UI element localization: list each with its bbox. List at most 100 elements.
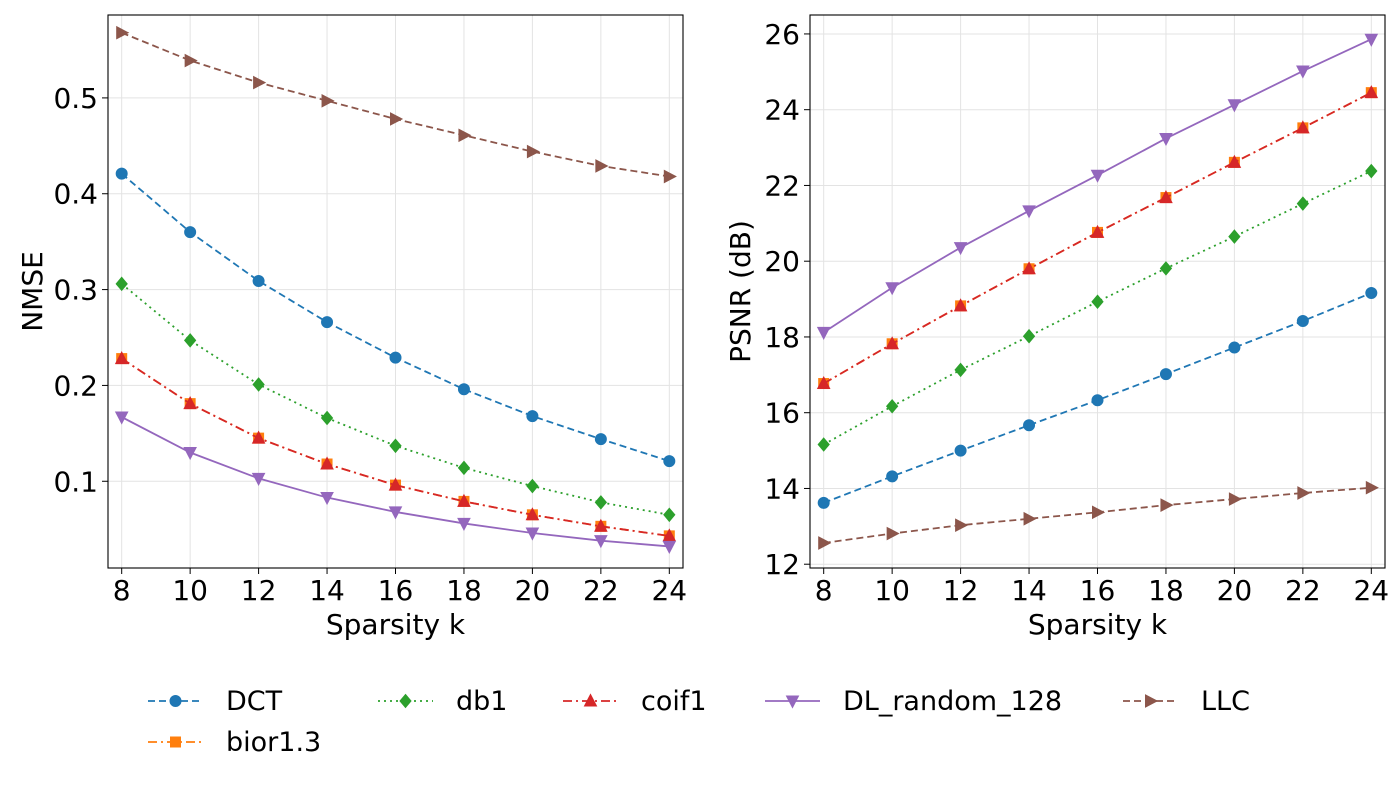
legend-label-bior1-3: bior1.3 <box>226 727 321 758</box>
legend-marker-coif1 <box>583 693 598 707</box>
psnr-point-llc <box>1365 480 1379 495</box>
nmse-point-db1 <box>526 478 539 494</box>
nmse-point-llc <box>321 93 335 108</box>
psnr-point-coif1 <box>1364 85 1379 99</box>
nmse-point-dl-random-128 <box>662 540 677 555</box>
legend-marker-db1 <box>399 693 412 709</box>
nmse-series-coif1 <box>114 351 677 542</box>
nmse-point-coif1 <box>594 518 608 532</box>
psnr-point-llc <box>955 518 969 533</box>
psnr-point-dl-random-128 <box>1227 99 1242 113</box>
legend-item-db1: db1 <box>378 686 507 717</box>
psnr-point-db1 <box>885 398 899 414</box>
psnr-point-llc <box>1297 486 1311 500</box>
psnr-y-tick-label: 22 <box>764 169 800 202</box>
psnr-y-tick-label: 14 <box>764 472 800 505</box>
psnr-point-db1 <box>1228 229 1241 244</box>
nmse-point-coif1 <box>388 477 403 491</box>
psnr-point-coif1 <box>1090 224 1105 238</box>
nmse-point-llc <box>663 169 677 184</box>
psnr-point-db1 <box>1022 328 1036 344</box>
legend-label-coif1: coif1 <box>641 686 707 717</box>
legend-marker-bior1-3 <box>170 736 181 748</box>
legend-label-llc: LLC <box>1201 686 1250 717</box>
nmse-point-coif1 <box>457 493 471 507</box>
psnr-point-db1 <box>817 437 830 452</box>
nmse-y-axis-label: NMSE <box>16 251 49 332</box>
psnr-point-llc <box>1228 492 1242 506</box>
nmse-x-tick-label: 24 <box>651 574 687 607</box>
psnr-point-db1 <box>1091 294 1104 310</box>
psnr-grid <box>810 15 1385 568</box>
nmse-point-llc <box>526 144 540 159</box>
nmse-point-db1 <box>457 460 471 476</box>
nmse-x-tick-label: 8 <box>113 574 131 607</box>
psnr-point-dl-random-128 <box>1022 205 1036 219</box>
psnr-point-llc <box>1023 511 1037 526</box>
nmse-series-db1 <box>115 276 676 523</box>
psnr-series-llc <box>818 480 1379 550</box>
nmse-x-tick-label: 18 <box>446 574 482 607</box>
psnr-point-dl-random-128 <box>816 326 831 340</box>
nmse-y-tick-label: 0.4 <box>53 178 98 211</box>
nmse-x-tick-label: 14 <box>309 574 345 607</box>
nmse-point-llc <box>116 25 130 40</box>
nmse-point-db1 <box>252 377 265 392</box>
nmse-point-dct <box>389 351 402 364</box>
psnr-point-dct <box>1228 341 1241 354</box>
legend: DCT db1 coif1 DL_random_128 LLC bior1.3 <box>148 686 1250 758</box>
psnr-series-db1 <box>817 163 1378 452</box>
nmse-y-tick-label: 0.2 <box>53 369 98 402</box>
psnr-point-dct <box>1091 394 1104 407</box>
nmse-point-dct <box>252 274 265 287</box>
nmse-point-dl-random-128 <box>320 492 334 506</box>
nmse-point-dct <box>115 167 128 180</box>
nmse-point-dct <box>663 455 676 468</box>
psnr-y-tick-label: 16 <box>764 397 800 430</box>
legend-item-coif1: coif1 <box>563 686 707 717</box>
legend-label-dct: DCT <box>226 686 283 717</box>
psnr-point-dl-random-128 <box>1159 132 1173 147</box>
psnr-point-dct <box>954 444 967 457</box>
nmse-point-db1 <box>115 276 128 292</box>
legend-marker-dct <box>169 695 182 707</box>
psnr-point-coif1 <box>953 298 968 312</box>
psnr-y-axis-label: PSNR (dB) <box>724 220 757 363</box>
psnr-y-tick-label: 20 <box>764 245 800 278</box>
psnr-point-dl-random-128 <box>885 282 899 296</box>
nmse-point-dl-random-128 <box>594 535 608 549</box>
psnr-point-dct <box>1365 287 1378 300</box>
psnr-point-dct <box>817 496 830 509</box>
psnr-point-coif1 <box>816 375 831 390</box>
nmse-x-tick-label: 10 <box>172 574 208 607</box>
nmse-point-db1 <box>663 507 676 523</box>
nmse-point-llc <box>184 53 198 68</box>
nmse-x-axis-label: Sparsity k <box>326 608 466 641</box>
nmse-point-coif1 <box>183 396 197 410</box>
psnr-point-llc <box>1160 498 1174 512</box>
nmse-point-llc <box>253 75 267 90</box>
nmse-series-dct <box>115 167 676 468</box>
nmse-line-db1 <box>121 283 670 516</box>
nmse-point-dl-random-128 <box>457 517 471 532</box>
psnr-point-dct <box>1296 315 1309 328</box>
nmse-point-db1 <box>594 495 608 510</box>
psnr-point-llc <box>886 526 900 541</box>
legend-item-dct: DCT <box>148 686 283 717</box>
psnr-panel: 8 10 12 14 16 18 20 22 24 12 14 16 18 20 22 24 26 Sparsit… <box>724 14 1389 641</box>
psnr-y-tick-label: 26 <box>764 18 800 51</box>
psnr-series-coif1 <box>816 85 1379 390</box>
psnr-x-axis-label: Sparsity k <box>1028 608 1168 641</box>
nmse-x-tick-label: 12 <box>241 574 277 607</box>
nmse-point-dct <box>526 410 539 423</box>
nmse-point-db1 <box>320 410 334 426</box>
psnr-y-tick-label: 18 <box>764 321 800 354</box>
legend-item-llc: LLC <box>1123 686 1250 717</box>
psnr-x-tick-label: 24 <box>1353 574 1389 607</box>
nmse-y-tick-label: 0.3 <box>53 274 98 307</box>
psnr-x-tick-label: 8 <box>815 574 833 607</box>
legend-label-dl-random-128: DL_random_128 <box>843 686 1062 717</box>
psnr-point-db1 <box>1365 163 1378 179</box>
